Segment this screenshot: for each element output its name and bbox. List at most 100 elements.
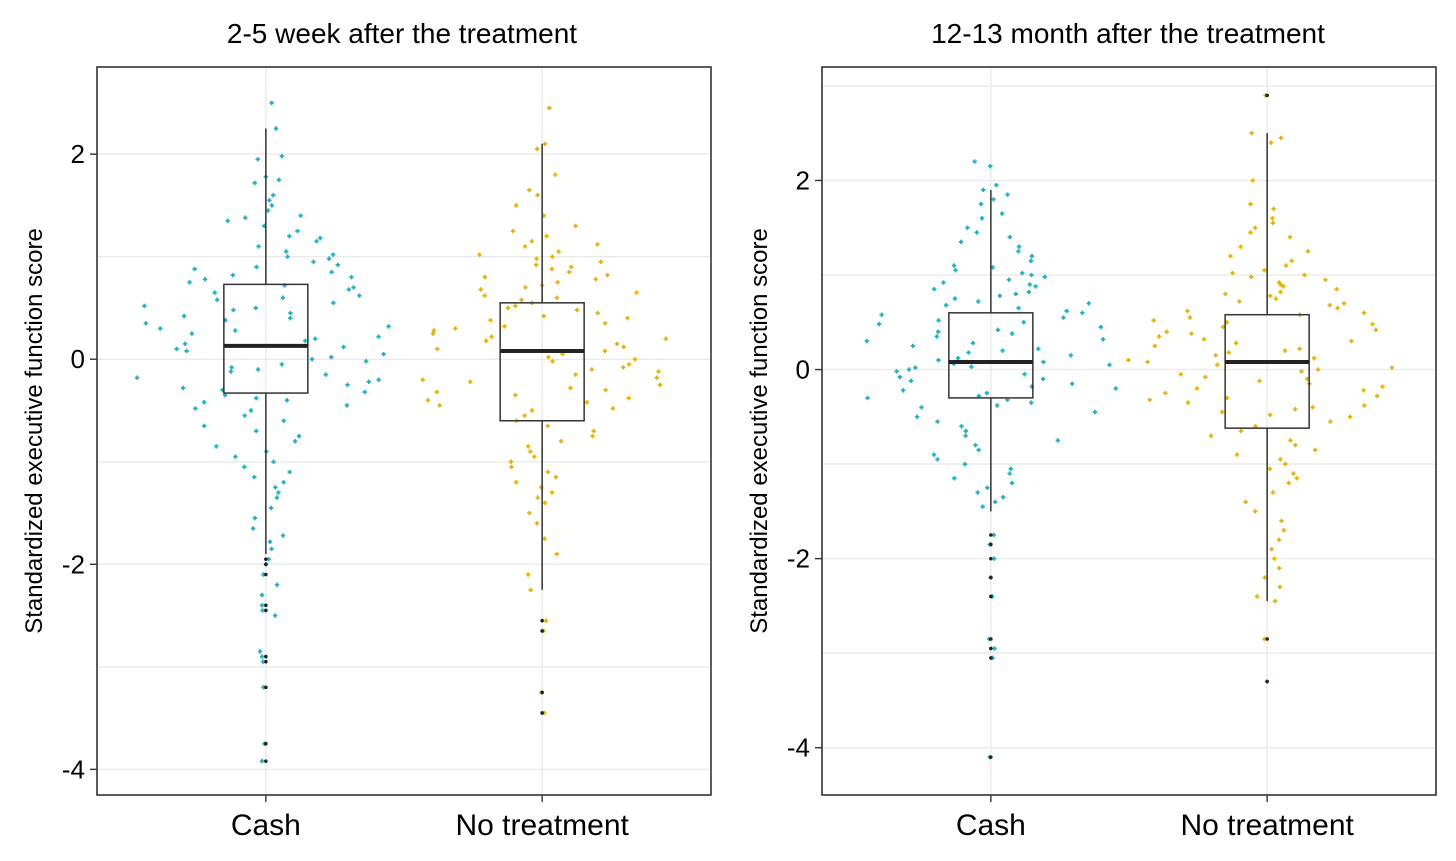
data-point bbox=[951, 263, 957, 268]
outlier-point bbox=[1265, 637, 1269, 641]
data-point bbox=[1276, 537, 1282, 542]
data-point bbox=[1007, 471, 1012, 476]
data-point bbox=[549, 490, 555, 495]
data-point bbox=[271, 192, 276, 198]
data-point bbox=[1029, 253, 1035, 259]
data-point bbox=[273, 485, 278, 490]
data-point bbox=[1315, 367, 1321, 372]
data-point bbox=[254, 428, 259, 434]
data-point bbox=[1250, 178, 1255, 183]
data-point bbox=[976, 299, 981, 304]
data-point bbox=[935, 419, 940, 424]
data-point bbox=[489, 334, 494, 339]
data-point bbox=[991, 197, 996, 202]
data-point bbox=[979, 216, 985, 221]
data-point bbox=[549, 266, 555, 272]
data-point bbox=[542, 536, 547, 541]
data-point bbox=[963, 428, 968, 434]
data-point bbox=[1299, 369, 1304, 374]
data-point bbox=[1267, 466, 1273, 472]
data-point bbox=[287, 233, 292, 239]
data-point bbox=[287, 469, 292, 475]
data-point bbox=[1203, 374, 1208, 380]
data-point bbox=[381, 351, 386, 357]
outlier-point bbox=[264, 659, 268, 664]
data-point bbox=[1086, 301, 1091, 306]
data-point bbox=[1272, 598, 1278, 604]
data-point bbox=[1272, 556, 1277, 561]
data-point bbox=[357, 293, 362, 298]
data-point bbox=[997, 293, 1003, 298]
data-point bbox=[550, 254, 555, 259]
data-point bbox=[1270, 220, 1276, 226]
data-point bbox=[879, 312, 884, 317]
data-point bbox=[1151, 318, 1156, 323]
data-point bbox=[323, 372, 328, 377]
panel-frame bbox=[821, 66, 1437, 796]
data-point bbox=[975, 490, 980, 495]
data-point bbox=[955, 356, 961, 361]
data-point bbox=[279, 362, 284, 367]
data-point bbox=[534, 146, 540, 152]
data-point bbox=[267, 539, 273, 544]
data-point bbox=[255, 157, 260, 162]
data-point bbox=[569, 264, 574, 270]
data-point bbox=[1278, 289, 1283, 295]
data-point bbox=[271, 459, 276, 464]
data-point bbox=[181, 313, 187, 319]
outlier-point bbox=[989, 755, 993, 759]
data-point bbox=[959, 424, 964, 429]
data-point bbox=[864, 338, 870, 344]
data-point bbox=[269, 203, 275, 208]
data-point bbox=[626, 362, 632, 367]
data-point bbox=[1036, 346, 1041, 351]
panel-1: 2 0 -2 -4 Cash No treatment 2-5 week after the… bbox=[21, 18, 712, 842]
data-point bbox=[589, 367, 594, 372]
points-no-treatment bbox=[420, 105, 668, 716]
data-point bbox=[513, 203, 519, 208]
data-point bbox=[1016, 249, 1021, 254]
data-point bbox=[595, 310, 600, 316]
data-point bbox=[992, 499, 998, 505]
outlier-point bbox=[264, 557, 268, 561]
data-point bbox=[1294, 476, 1299, 481]
data-point bbox=[272, 613, 278, 618]
data-point bbox=[574, 307, 580, 313]
data-point bbox=[593, 277, 598, 282]
data-point bbox=[437, 403, 442, 408]
data-point bbox=[988, 164, 993, 169]
data-point bbox=[598, 259, 603, 265]
data-point bbox=[1253, 509, 1258, 514]
data-point bbox=[1270, 490, 1276, 495]
data-point bbox=[1297, 346, 1302, 351]
data-point bbox=[1189, 331, 1194, 336]
data-point bbox=[1252, 225, 1258, 230]
data-point bbox=[502, 324, 507, 329]
data-point bbox=[285, 254, 290, 259]
outlier-point bbox=[540, 690, 544, 695]
data-point bbox=[1185, 308, 1190, 314]
data-point bbox=[621, 365, 626, 370]
data-point bbox=[656, 369, 661, 374]
data-point bbox=[527, 510, 532, 516]
data-point bbox=[281, 418, 286, 423]
data-point bbox=[657, 382, 663, 388]
data-point bbox=[1302, 272, 1307, 278]
data-point bbox=[1041, 359, 1046, 365]
data-point bbox=[1147, 397, 1152, 402]
data-point bbox=[1238, 244, 1243, 249]
data-point bbox=[228, 369, 234, 374]
data-point bbox=[192, 266, 197, 272]
data-point bbox=[1262, 268, 1267, 273]
data-point bbox=[1092, 409, 1098, 415]
y-tick-label: 2 bbox=[71, 139, 85, 169]
data-point bbox=[550, 359, 555, 364]
data-point bbox=[233, 328, 238, 333]
data-point bbox=[1156, 334, 1162, 339]
data-point bbox=[573, 372, 578, 377]
data-point bbox=[1238, 428, 1244, 434]
outlier-point bbox=[989, 533, 993, 537]
data-point bbox=[259, 603, 265, 608]
data-point bbox=[279, 154, 285, 159]
data-point bbox=[477, 252, 482, 257]
